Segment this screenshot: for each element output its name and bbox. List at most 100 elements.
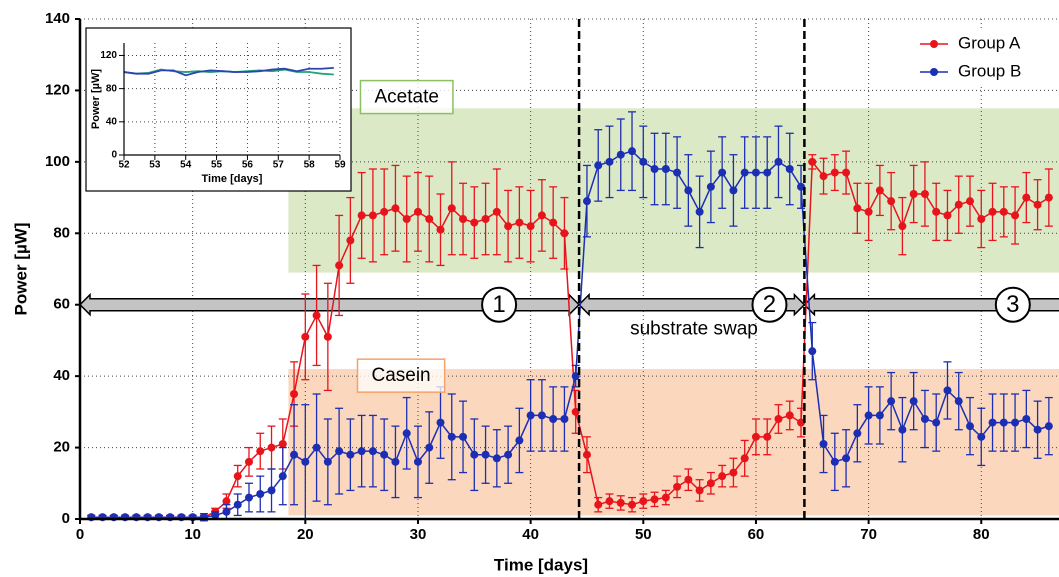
marker — [346, 450, 355, 459]
marker — [582, 450, 591, 459]
marker — [233, 472, 242, 481]
marker — [244, 493, 253, 502]
x-tick-label: 30 — [410, 526, 427, 543]
marker — [650, 495, 659, 504]
marker — [233, 500, 242, 509]
marker — [977, 432, 986, 441]
marker — [920, 190, 929, 198]
marker — [763, 432, 772, 441]
phase-label: 3 — [1006, 291, 1019, 318]
marker — [819, 440, 828, 448]
marker — [312, 443, 321, 452]
region-label: Acetate — [374, 87, 438, 108]
marker — [425, 215, 434, 223]
x-tick-label: 70 — [860, 526, 877, 543]
marker — [684, 186, 693, 195]
marker — [1044, 193, 1053, 202]
region-label-box — [356, 358, 446, 393]
marker — [470, 450, 479, 459]
marker — [504, 450, 513, 459]
marker — [684, 475, 693, 484]
marker — [774, 157, 783, 166]
marker — [853, 429, 862, 438]
x-tick-label: 56 — [242, 160, 254, 171]
marker — [887, 397, 896, 406]
marker — [616, 150, 625, 159]
marker — [515, 436, 524, 445]
x-tick-label: 57 — [273, 160, 285, 171]
marker — [864, 207, 873, 216]
marker — [222, 497, 231, 506]
marker — [301, 457, 310, 466]
marker — [785, 411, 794, 420]
marker — [943, 211, 952, 220]
marker — [616, 498, 625, 507]
marker — [853, 204, 862, 213]
phase-label: 1 — [492, 291, 505, 318]
marker — [999, 418, 1008, 427]
marker — [740, 168, 749, 177]
marker — [391, 457, 400, 466]
x-axis-label: Time [days] — [494, 555, 588, 574]
marker — [323, 332, 332, 341]
marker — [1022, 193, 1031, 202]
marker — [504, 222, 513, 231]
marker — [346, 236, 355, 245]
x-tick-label: 0 — [76, 526, 84, 543]
legend-label: Group A — [958, 33, 1021, 52]
x-tick-label: 60 — [748, 526, 765, 543]
marker — [954, 397, 963, 406]
y-tick-label: 60 — [53, 296, 70, 313]
marker — [639, 497, 648, 506]
marker — [335, 261, 344, 270]
marker — [830, 168, 839, 177]
marker — [751, 432, 760, 441]
y-tick-label: 120 — [45, 81, 70, 98]
legend-marker — [930, 40, 938, 48]
x-tick-label: 54 — [180, 160, 192, 171]
phase-arrow — [803, 292, 1059, 317]
marker — [402, 429, 411, 438]
marker — [695, 207, 704, 216]
marker — [785, 165, 794, 173]
marker — [909, 190, 918, 198]
marker — [830, 457, 839, 466]
marker — [323, 457, 332, 466]
marker — [267, 486, 276, 495]
x-tick-label: 80 — [973, 526, 990, 543]
marker — [808, 347, 817, 356]
marker — [977, 215, 986, 223]
y-tick-label: 140 — [45, 10, 70, 27]
marker — [673, 168, 682, 177]
marker — [661, 165, 670, 173]
marker — [402, 215, 411, 223]
marker — [797, 418, 806, 427]
marker — [537, 211, 546, 220]
marker — [864, 411, 873, 420]
x-tick-label: 58 — [304, 160, 316, 171]
region-label-box — [359, 79, 454, 115]
marker — [729, 468, 738, 477]
annotation: substrate swap — [630, 319, 758, 340]
marker — [492, 454, 501, 463]
background-layer — [79, 18, 1059, 520]
marker — [763, 168, 772, 177]
y-tick-label: 0 — [62, 510, 70, 527]
marker — [515, 218, 524, 227]
marker — [357, 211, 366, 220]
marker — [740, 454, 749, 463]
marker — [537, 411, 546, 420]
marker — [391, 204, 400, 213]
phase-label: 2 — [763, 291, 776, 318]
y-tick-label: 0 — [111, 150, 117, 161]
marker — [267, 443, 276, 452]
marker — [380, 207, 389, 216]
marker — [661, 493, 670, 502]
marker — [639, 157, 648, 166]
y-tick-label: 20 — [53, 439, 70, 456]
x-tick-label: 20 — [297, 526, 314, 543]
data-layer — [124, 66, 334, 77]
marker — [436, 225, 445, 234]
